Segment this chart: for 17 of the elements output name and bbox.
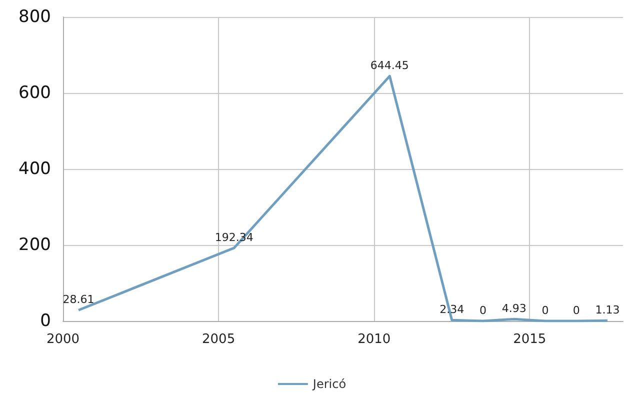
y-tick-label: 400 [18,159,51,179]
data-label: 644.45 [370,59,409,72]
data-label: 28.61 [62,293,94,306]
data-label: 0 [542,304,549,317]
data-label: 0 [480,304,486,317]
x-tick-label: 2015 [513,332,546,347]
y-tick-label: 800 [18,7,51,27]
data-label: 4.93 [502,302,526,316]
legend-label: Jericó [312,377,346,391]
x-tick-label: 2010 [358,332,391,347]
x-tick-label: 2000 [46,332,80,347]
data-label: 1.13 [595,304,620,317]
y-tick-label: 200 [18,235,51,255]
x-tick-label: 2005 [202,332,236,347]
y-tick-label: 0 [40,311,51,331]
data-label: 0 [572,304,580,317]
y-tick-label: 600 [18,83,51,103]
